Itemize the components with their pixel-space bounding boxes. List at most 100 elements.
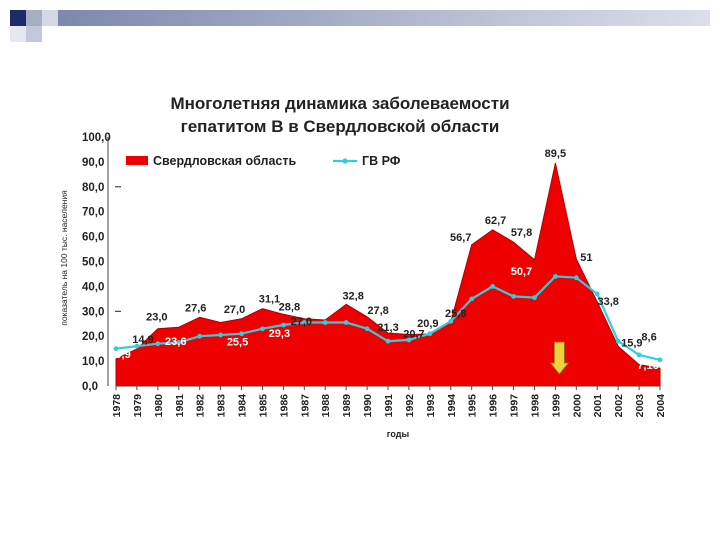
rf-point bbox=[490, 284, 496, 289]
chart-title-line: Многолетняя динамика заболеваемости bbox=[170, 94, 510, 113]
legend-swatch-sverdlovsk bbox=[126, 156, 148, 165]
y-tick-label: 40,0 bbox=[82, 281, 104, 293]
rf-point bbox=[657, 357, 663, 363]
area-value-label: 27,8 bbox=[367, 305, 388, 317]
x-tick-label: 2002 bbox=[613, 394, 625, 418]
area-value-label: 27,0 bbox=[224, 304, 245, 316]
rf-point bbox=[594, 291, 600, 297]
rf-point bbox=[469, 296, 475, 302]
x-tick-label: 1991 bbox=[383, 394, 395, 418]
y-tick-label: 0,0 bbox=[82, 381, 98, 393]
rf-point bbox=[406, 337, 412, 343]
y-axis-label: показатель на 100 тыс. населения bbox=[59, 190, 69, 326]
legend-label-rf: ГВ РФ bbox=[362, 154, 401, 168]
rf-point bbox=[636, 352, 642, 358]
rf-point bbox=[134, 343, 140, 349]
x-tick-label: 1999 bbox=[550, 394, 562, 418]
area-value-label: 15,9 bbox=[621, 337, 642, 349]
rf-point bbox=[322, 320, 328, 325]
x-tick-label: 1998 bbox=[530, 394, 542, 418]
x-tick-label: 1982 bbox=[195, 394, 207, 418]
x-tick-label: 1992 bbox=[404, 394, 416, 418]
area-value-label: 51 bbox=[580, 252, 592, 264]
rf-value-label: 25,5 bbox=[227, 337, 248, 349]
area-value-label: 23,0 bbox=[146, 312, 167, 324]
x-tick-label: 1988 bbox=[320, 394, 332, 418]
rf-point bbox=[385, 338, 391, 344]
area-value-label: 62,7 bbox=[485, 215, 506, 227]
x-tick-label: 1986 bbox=[278, 394, 290, 418]
area-value-label: 20,9 bbox=[417, 318, 438, 330]
x-tick-label: 2001 bbox=[592, 394, 604, 418]
y-tick-label: 10,0 bbox=[82, 356, 104, 368]
x-tick-label: 1994 bbox=[446, 394, 458, 418]
rf-point bbox=[197, 333, 203, 339]
y-tick-label: 50,0 bbox=[82, 257, 104, 269]
corner-square-gray bbox=[26, 10, 42, 26]
area-value-label: 8,6 bbox=[641, 332, 656, 344]
x-tick-label: 1993 bbox=[425, 394, 437, 418]
rf-point bbox=[155, 341, 161, 347]
y-tick-label: 30,0 bbox=[82, 306, 104, 318]
rf-point bbox=[176, 340, 182, 345]
x-tick-label: 1997 bbox=[509, 394, 521, 418]
area-value-label: 28,8 bbox=[279, 301, 300, 313]
area-value-label: 27,6 bbox=[185, 302, 206, 314]
rf-point bbox=[573, 275, 579, 281]
x-tick-label: 1995 bbox=[467, 394, 479, 418]
x-tick-label: 1985 bbox=[258, 394, 270, 418]
rf-point bbox=[239, 331, 244, 337]
series-area-sverdlovsk bbox=[115, 162, 661, 387]
x-tick-label: 1996 bbox=[488, 394, 500, 418]
rf-point bbox=[448, 318, 454, 324]
x-tick-label: 1983 bbox=[216, 394, 228, 418]
area-value-label: 7,16 bbox=[637, 360, 658, 372]
y-tick-label: 70,0 bbox=[82, 207, 104, 219]
x-tick-label: 1989 bbox=[341, 394, 353, 418]
rf-point bbox=[301, 320, 307, 325]
annotation-arrow bbox=[549, 341, 570, 375]
rf-point bbox=[532, 295, 537, 301]
corner-square-light bbox=[10, 26, 26, 42]
chart-title: Многолетняя динамика заболеваемости гепа… bbox=[100, 92, 580, 138]
rf-point bbox=[218, 332, 224, 338]
x-axis-label: годы bbox=[387, 429, 410, 439]
x-tick-label: 1984 bbox=[237, 394, 249, 418]
rf-point bbox=[552, 274, 558, 279]
legend-marker-rf bbox=[342, 158, 348, 164]
area-value-label: 57,8 bbox=[511, 227, 532, 239]
y-tick-label: 100,0 bbox=[82, 132, 111, 144]
area-value-label: 50,7 bbox=[511, 266, 532, 278]
x-tick-label: 1987 bbox=[299, 394, 311, 418]
area-value-label: 23,6 bbox=[165, 336, 186, 348]
y-tick-label: 60,0 bbox=[82, 232, 104, 244]
rf-point bbox=[280, 322, 286, 328]
x-tick-label: 2003 bbox=[634, 394, 646, 418]
x-tick-label: 1978 bbox=[111, 394, 123, 418]
x-tick-label: 1981 bbox=[174, 394, 186, 418]
area-value-label: 27,0 bbox=[291, 316, 312, 328]
rf-point bbox=[364, 326, 370, 332]
area-value-label: 33,8 bbox=[598, 296, 619, 308]
legend-label-sverdlovsk: Свердловская область bbox=[153, 154, 296, 168]
corner-square-light bbox=[26, 26, 42, 42]
area-value-label: 21,3 bbox=[377, 322, 398, 334]
area-value-label: 20,7 bbox=[403, 328, 424, 340]
area-value-label: 89,5 bbox=[545, 148, 566, 160]
rf-point bbox=[260, 326, 265, 332]
area-value-label: 25,8 bbox=[445, 308, 466, 320]
area-value-label: 56,7 bbox=[450, 232, 471, 244]
top-gradient-bar bbox=[58, 10, 710, 26]
y-tick-label: 90,0 bbox=[82, 157, 104, 169]
x-tick-label: 2004 bbox=[655, 394, 667, 418]
area-value-label: 14,9 bbox=[132, 334, 153, 346]
y-tick-label: 20,0 bbox=[82, 331, 104, 343]
rf-point bbox=[511, 293, 516, 299]
rf-point bbox=[615, 338, 621, 344]
y-tick-label: 80,0 bbox=[82, 182, 104, 194]
x-tick-label: 1979 bbox=[132, 394, 144, 418]
area-value-label: 31,1 bbox=[259, 294, 280, 306]
corner-square-navy bbox=[10, 10, 26, 26]
